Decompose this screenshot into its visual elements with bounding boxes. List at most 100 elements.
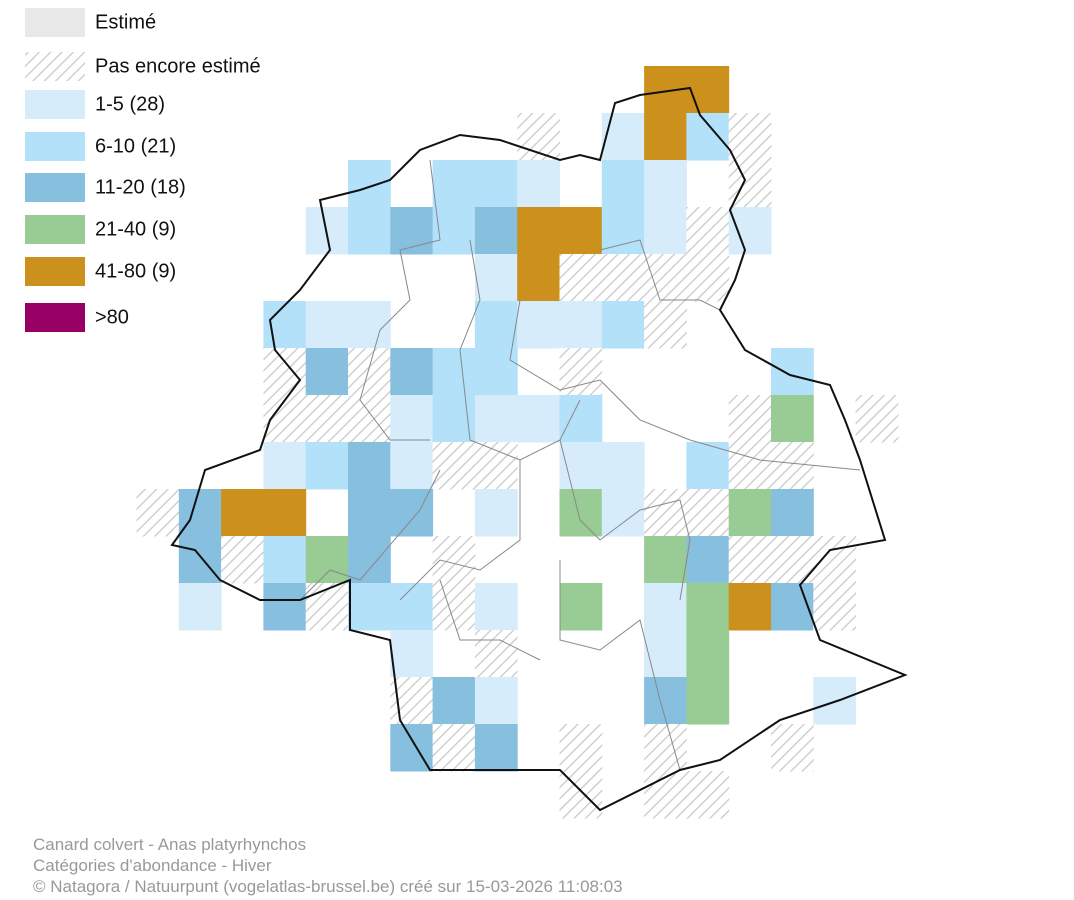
- grid-cell: [559, 724, 603, 772]
- grid-cell: [474, 724, 518, 772]
- grid-cell: [517, 301, 560, 349]
- grid-cell: [601, 207, 645, 255]
- region-outline: [170, 86, 908, 812]
- grid-cell: [601, 113, 645, 161]
- grid-cell: [390, 583, 434, 631]
- grid-cell: [728, 442, 772, 490]
- grid-cell: [348, 395, 391, 443]
- grid-cell: [644, 254, 687, 302]
- grid-cell: [686, 489, 730, 537]
- grid-cell: [601, 301, 645, 349]
- grid-cell: [686, 583, 730, 631]
- grid-cell: [601, 489, 645, 537]
- grid-cell: [390, 630, 434, 678]
- grid-cell: [348, 536, 391, 584]
- grid-cell: [771, 536, 814, 584]
- legend-swatch: [25, 52, 85, 81]
- legend-label: 6-10 (21): [95, 135, 176, 157]
- grid-cell: [432, 207, 476, 255]
- grid-cell: [686, 254, 730, 302]
- grid-cell: [559, 395, 603, 443]
- grid-cell: [644, 630, 687, 678]
- legend: Estimé Pas encore estimé 1-5 (28) 6-10 (21)…: [25, 8, 261, 332]
- grid-cell: [474, 442, 518, 490]
- legend-swatch: [25, 132, 85, 161]
- legend-swatch: [25, 8, 85, 37]
- grid-cell: [644, 536, 687, 584]
- grid-cell: [771, 395, 814, 443]
- grid-cell: [178, 583, 222, 631]
- grid-cell: [517, 160, 560, 208]
- grid-cell: [855, 395, 899, 443]
- grid-cell: [686, 442, 730, 490]
- footer-line: © Natagora / Natuurpunt (vogelatlas-brus…: [33, 877, 623, 896]
- grid-cell: [686, 771, 730, 819]
- grid-cell: [178, 536, 222, 584]
- legend-label: >80: [95, 306, 129, 328]
- legend-label: 41-80 (9): [95, 260, 176, 282]
- legend-label: 1-5 (28): [95, 93, 165, 115]
- grid-cell: [390, 489, 434, 537]
- grid-cell: [474, 207, 518, 255]
- grid-cell: [305, 583, 349, 631]
- grid-cell: [771, 724, 814, 772]
- grid-cell: [390, 442, 434, 490]
- grid-cell: [474, 395, 518, 443]
- grid-cell: [644, 583, 687, 631]
- grid-cell: [432, 724, 476, 772]
- grid-cell: [474, 254, 518, 302]
- legend-label: 11-20 (18): [95, 176, 186, 198]
- grid-cell: [728, 395, 772, 443]
- grid-cell: [474, 677, 518, 725]
- legend-swatch: [25, 303, 85, 332]
- grid-cell: [644, 724, 687, 772]
- grid-cell: [305, 348, 349, 396]
- grid-cell: [432, 442, 476, 490]
- grid-cell: [432, 536, 476, 584]
- grid-cell: [348, 583, 391, 631]
- grid-cell: [559, 489, 603, 537]
- legend-swatch: [25, 173, 85, 202]
- grid-cell: [263, 489, 307, 537]
- grid-cell: [686, 630, 730, 678]
- grid-cell: [813, 536, 857, 584]
- grid-cell: [644, 207, 687, 255]
- grid-cell: [601, 442, 645, 490]
- grid-cell: [644, 489, 687, 537]
- grid-cell: [644, 113, 687, 161]
- grid-cell: [221, 489, 264, 537]
- grid-cell: [728, 207, 772, 255]
- grid-cell: [305, 395, 349, 443]
- legend-swatch: [25, 90, 85, 119]
- grid-cell: [474, 160, 518, 208]
- grid-cell: [263, 583, 307, 631]
- grid-cell: [348, 442, 391, 490]
- grid-cell: [390, 348, 434, 396]
- grid-cell: [728, 113, 772, 161]
- grid-cell: [305, 442, 349, 490]
- grid-cell: [432, 348, 476, 396]
- grid-cell: [686, 66, 730, 114]
- legend-swatch: [25, 257, 85, 286]
- grid-cell: [348, 160, 391, 208]
- grid-cell: [771, 442, 814, 490]
- grid-cell: [348, 348, 391, 396]
- grid-cell: [686, 536, 730, 584]
- grid-cell: [813, 583, 857, 631]
- grid-cell: [517, 207, 560, 255]
- grid-cell: [644, 771, 687, 819]
- grid-cell: [136, 489, 180, 537]
- grid-cell: [728, 536, 772, 584]
- grid-cell: [601, 254, 645, 302]
- grid-cell: [559, 348, 603, 396]
- grid-cell: [686, 677, 730, 725]
- grid-cell: [263, 348, 307, 396]
- grid-cell: [221, 536, 264, 584]
- legend-label: Pas encore estimé: [95, 55, 261, 77]
- grid-cell: [771, 489, 814, 537]
- grid-cell: [474, 583, 518, 631]
- grid-cells: [136, 66, 899, 819]
- grid-cell: [728, 489, 772, 537]
- grid-cell: [474, 630, 518, 678]
